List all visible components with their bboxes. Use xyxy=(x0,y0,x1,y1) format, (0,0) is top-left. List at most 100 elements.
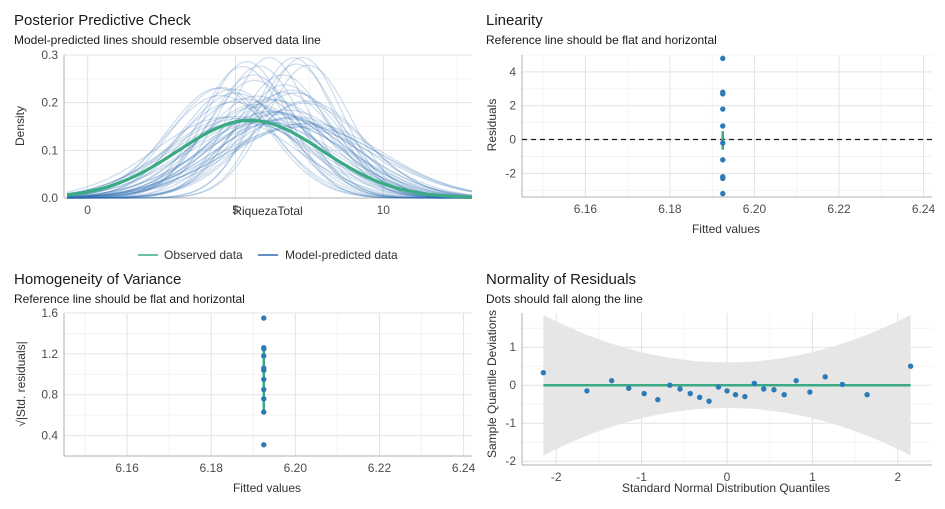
x-tick-label: -1 xyxy=(636,470,647,484)
x-tick-label: 2 xyxy=(894,470,901,484)
predicted-density-line xyxy=(67,79,472,199)
qq-point xyxy=(807,389,813,395)
std-residual-point xyxy=(261,396,267,402)
x-tick-label: 6.16 xyxy=(115,461,139,475)
linearity-y-label: Residuals xyxy=(485,99,499,152)
predicted-density-line xyxy=(66,87,472,199)
qq-point xyxy=(793,377,799,384)
predicted-density-line xyxy=(67,57,472,199)
x-tick-label: 6.24 xyxy=(452,461,476,475)
x-tick-label: 6.22 xyxy=(827,202,851,216)
qq-point xyxy=(641,390,647,397)
std-residual-point xyxy=(261,409,267,415)
predicted-density-line xyxy=(66,123,473,199)
y-tick-label: 0 xyxy=(509,378,516,392)
qq-point xyxy=(715,384,722,390)
predicted-density-line xyxy=(67,64,472,199)
y-tick-label: 0.0 xyxy=(41,191,58,205)
std-residual-point xyxy=(261,346,267,352)
predicted-density-line xyxy=(66,87,472,199)
normality-y-label: Sample Quantile Deviations xyxy=(485,310,499,458)
homogeneity-panel: Homogeneity of Variance Reference line s… xyxy=(14,271,476,495)
predicted-density-line xyxy=(67,100,473,199)
predicted-density-line xyxy=(66,119,473,198)
predicted-density-line xyxy=(67,84,472,199)
x-tick-label: 6.16 xyxy=(574,202,598,216)
residual-point xyxy=(720,106,726,112)
normality-panel: Normality of Residuals Dots should fall … xyxy=(485,271,932,495)
qq-point xyxy=(742,393,748,400)
residual-point xyxy=(720,123,726,129)
qq-point xyxy=(732,392,739,398)
y-tick-label: 1.6 xyxy=(41,306,58,320)
y-tick-label: -2 xyxy=(505,166,516,180)
x-tick-label: 10 xyxy=(377,203,391,217)
x-tick-label: -2 xyxy=(551,470,562,484)
predicted-density-line xyxy=(67,118,473,198)
y-tick-label: 0.2 xyxy=(41,96,58,110)
predicted-density-line xyxy=(67,60,472,199)
qq-point xyxy=(608,377,615,384)
y-tick-label: 2 xyxy=(509,99,516,113)
std-residual-point xyxy=(261,386,267,393)
y-tick-label: -2 xyxy=(505,454,516,468)
qq-point xyxy=(761,386,767,392)
predicted-density-line xyxy=(66,111,473,199)
predicted-density-line xyxy=(66,117,473,199)
qq-point xyxy=(724,388,730,394)
x-tick-label: 6.22 xyxy=(368,461,392,475)
normality-subtitle: Dots should fall along the line xyxy=(486,292,643,306)
legend-label-observed: Observed data xyxy=(164,248,243,262)
std-residual-point xyxy=(261,367,267,373)
predicted-density-line xyxy=(66,109,473,199)
predicted-density-line xyxy=(67,95,472,199)
predicted-density-line xyxy=(66,88,472,199)
qq-point xyxy=(667,382,673,388)
predicted-density-line xyxy=(67,56,472,199)
y-tick-label: 0 xyxy=(509,133,516,147)
predicted-density-line xyxy=(66,122,473,199)
predicted-density-line xyxy=(66,118,472,199)
predicted-density-line xyxy=(67,74,472,199)
qq-point xyxy=(751,380,758,386)
residual-point xyxy=(720,157,726,163)
residual-point xyxy=(720,91,726,97)
homogeneity-y-label: √|Std. residuals| xyxy=(14,341,28,427)
x-tick-label: 5 xyxy=(232,203,239,217)
predicted-density-line xyxy=(66,116,472,199)
qq-point xyxy=(626,385,632,391)
x-tick-label: 0 xyxy=(724,470,731,484)
homogeneity-title: Homogeneity of Variance xyxy=(14,271,181,288)
predicted-density-line xyxy=(67,63,472,199)
linearity-panel: Linearity Reference line should be flat … xyxy=(485,12,936,236)
homogeneity-subtitle: Reference line should be flat and horizo… xyxy=(14,292,245,306)
ppc-title: Posterior Predictive Check xyxy=(14,12,191,29)
y-tick-label: 4 xyxy=(509,65,516,79)
ppc-subtitle: Model-predicted lines should resemble ob… xyxy=(14,33,321,47)
predicted-density-line xyxy=(66,106,473,199)
predicted-density-line xyxy=(66,119,473,198)
linearity-x-label: Fitted values xyxy=(692,222,760,236)
normality-title: Normality of Residuals xyxy=(486,271,636,288)
predicted-density-line xyxy=(66,94,472,199)
predicted-density-line xyxy=(67,74,472,199)
x-tick-label: 6.20 xyxy=(284,461,308,475)
predicted-density-line xyxy=(66,110,473,199)
predicted-density-line xyxy=(66,98,472,199)
y-tick-label: 0.4 xyxy=(41,429,58,443)
qq-point xyxy=(584,388,590,394)
predicted-density-line xyxy=(66,103,472,199)
predicted-density-line xyxy=(66,115,473,199)
normality-plot-area: -2 -1 0 1 2 -2 -1 0 1 xyxy=(505,313,932,484)
linearity-title: Linearity xyxy=(486,12,543,29)
y-tick-label: 0.8 xyxy=(41,388,58,402)
linearity-plot-area: 6.16 6.18 6.20 6.22 6.24 -2 0 2 4 xyxy=(505,54,936,216)
linearity-subtitle: Reference line should be flat and horizo… xyxy=(486,33,717,47)
qq-point xyxy=(696,394,703,401)
y-tick-label: 0.3 xyxy=(41,48,58,62)
x-tick-label: 1 xyxy=(809,470,816,484)
std-residual-point xyxy=(261,442,267,448)
residual-point xyxy=(720,55,726,62)
predicted-density-line xyxy=(67,65,472,199)
ppc-y-label: Density xyxy=(13,106,27,146)
